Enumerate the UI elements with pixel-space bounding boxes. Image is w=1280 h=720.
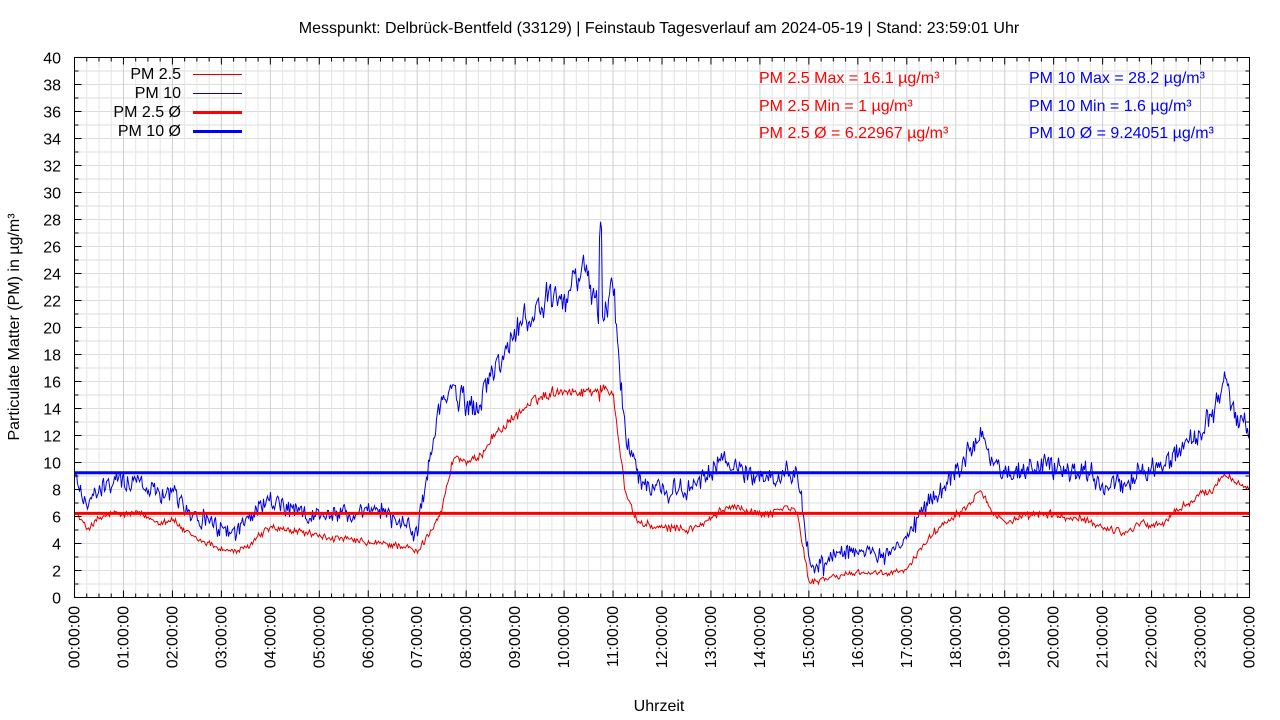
- y-tick-label: 34: [43, 132, 61, 149]
- y-tick-label: 38: [43, 78, 61, 95]
- y-tick-label: 24: [43, 267, 61, 284]
- pm10-avg-label: PM 10 Ø = 9.24051 µg/m³: [1029, 125, 1215, 142]
- legend-label-pm10-avg: PM 10 Ø: [118, 123, 181, 140]
- x-axis-label: Uhrzeit: [634, 698, 685, 715]
- y-tick-label: 2: [52, 564, 61, 581]
- x-tick-label: 19:00:00: [997, 606, 1014, 668]
- series-layer: [74, 221, 1250, 586]
- y-tick-label: 20: [43, 321, 61, 338]
- y-tick-label: 12: [43, 429, 61, 446]
- x-tick-label: 17:00:00: [899, 606, 916, 668]
- legend: PM 2.5 PM 10 PM 2.5 Ø PM 10 Ø: [113, 66, 242, 140]
- x-tick-label: 21:00:00: [1095, 606, 1112, 668]
- y-tick-label: 22: [43, 294, 61, 311]
- axis-ticks: [74, 57, 1250, 598]
- y-tick-label: 30: [43, 186, 61, 203]
- y-tick-label: 36: [43, 105, 61, 122]
- x-tick-label: 11:00:00: [605, 606, 622, 667]
- chart-title: Messpunkt: Delbrück-Bentfeld (33129) | F…: [299, 20, 1020, 37]
- x-tick-label: 03:00:00: [213, 606, 230, 668]
- x-tick-label: 01:00:00: [115, 606, 132, 668]
- x-tick-label: 20:00:00: [1046, 606, 1063, 668]
- x-tick-label: 13:00:00: [703, 606, 720, 668]
- pm25-avg-label: PM 2.5 Ø = 6.22967 µg/m³: [759, 125, 949, 142]
- x-tick-label: 00:00:00: [67, 606, 84, 668]
- y-tick-label: 26: [43, 240, 61, 257]
- x-tick-label: 14:00:00: [752, 606, 769, 668]
- x-tick-label: 12:00:00: [654, 606, 671, 668]
- pm10-max-label: PM 10 Max = 28.2 µg/m³: [1029, 70, 1206, 87]
- x-tick-label: 15:00:00: [801, 606, 818, 668]
- y-tick-label: 16: [43, 375, 61, 392]
- y-tick-label: 14: [43, 402, 61, 419]
- x-tick-label: 04:00:00: [262, 606, 279, 668]
- x-tick-label: 16:00:00: [850, 606, 867, 668]
- x-tick-label: 08:00:00: [458, 606, 475, 668]
- y-tick-label: 0: [52, 591, 61, 608]
- y-tick-label: 6: [52, 510, 61, 527]
- stats-annotations: PM 2.5 Max = 16.1 µg/m³ PM 2.5 Min = 1 µ…: [759, 70, 1215, 142]
- x-tick-label: 06:00:00: [360, 606, 377, 668]
- pm25-min-label: PM 2.5 Min = 1 µg/m³: [759, 98, 913, 115]
- legend-label-pm25-avg: PM 2.5 Ø: [113, 104, 181, 121]
- pm25-max-label: PM 2.5 Max = 16.1 µg/m³: [759, 70, 940, 87]
- x-tick-label: 09:00:00: [507, 606, 524, 668]
- pm10-min-label: PM 10 Min = 1.6 µg/m³: [1029, 98, 1192, 115]
- x-tick-label: 10:00:00: [556, 606, 573, 668]
- y-tick-label: 40: [43, 51, 61, 68]
- y-tick-label: 4: [52, 537, 61, 554]
- y-tick-label: 8: [52, 483, 61, 500]
- x-tick-labels: 00:00:00 01:00:00 02:00:00 03:00:00 04:00:00…: [67, 606, 1259, 668]
- series-line-pm10: [74, 221, 1250, 576]
- y-tick-label: 28: [43, 213, 61, 230]
- x-tick-label: 22:00:00: [1144, 606, 1161, 668]
- legend-label-pm10: PM 10: [135, 85, 181, 102]
- x-tick-label: 07:00:00: [409, 606, 426, 668]
- legend-label-pm25: PM 2.5: [130, 66, 181, 83]
- x-tick-label: 23:00:00: [1193, 606, 1210, 668]
- y-tick-label: 18: [43, 348, 61, 365]
- x-tick-label: 00:00:00: [1242, 606, 1259, 668]
- y-tick-label: 32: [43, 159, 61, 176]
- x-tick-label: 05:00:00: [311, 606, 328, 668]
- y-axis-label: Particulate Matter (PM) in µg/m³: [6, 213, 23, 441]
- x-tick-label: 18:00:00: [948, 606, 965, 668]
- y-tick-label: 10: [43, 456, 61, 473]
- x-tick-label: 02:00:00: [164, 606, 181, 668]
